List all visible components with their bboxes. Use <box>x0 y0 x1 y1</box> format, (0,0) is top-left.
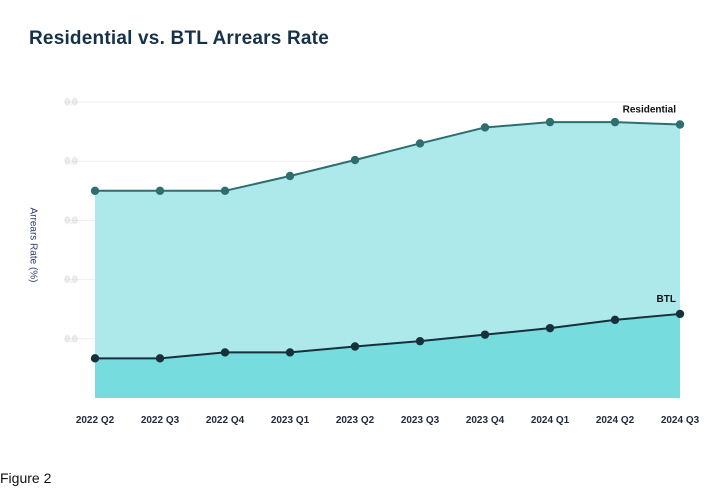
btl-point <box>220 348 230 357</box>
x-tick-label: 2023 Q4 <box>466 415 505 426</box>
residential-line <box>95 121 681 192</box>
btl-point <box>350 342 360 351</box>
x-tick-label: 2023 Q1 <box>271 415 310 426</box>
btl-point <box>90 354 100 363</box>
residential-point <box>545 117 555 127</box>
figure-caption: Figure 2 <box>0 470 52 486</box>
y-tick-label: 0.0 <box>65 156 78 166</box>
residential-point <box>220 186 230 195</box>
y-tick-labels: 0.0 0.0 0.0 0.0 0.0 <box>65 97 78 344</box>
btl-point <box>480 330 490 339</box>
data-points <box>90 117 685 363</box>
btl-point <box>285 348 295 357</box>
x-tick-label: 2022 Q4 <box>206 415 245 426</box>
y-tick-label: 0.0 <box>65 97 78 107</box>
residential-point <box>350 155 360 165</box>
btl-point <box>415 336 425 346</box>
residential-point <box>155 186 165 195</box>
residential-point <box>90 186 100 195</box>
btl-point <box>155 354 165 363</box>
residential-series-label: Residential <box>623 104 677 115</box>
residential-point <box>480 123 490 132</box>
btl-area <box>95 313 680 398</box>
chart-title: Residential vs. BTL Arrears Rate <box>29 28 329 49</box>
btl-point <box>675 309 685 319</box>
x-tick-label: 2023 Q3 <box>401 415 440 426</box>
residential-point <box>610 117 620 127</box>
x-tick-label: 2022 Q2 <box>76 415 115 426</box>
x-tick-labels: 2022 Q2 2022 Q3 2022 Q4 2023 Q1 2023 Q2 2023 … <box>76 415 700 426</box>
x-tick-label: 2022 Q3 <box>141 415 180 426</box>
btl-series-label: BTL <box>657 294 676 305</box>
y-tick-label: 0.0 <box>65 334 78 344</box>
residential-point <box>285 171 295 181</box>
series-labels: Residential BTL <box>623 104 677 304</box>
x-tick-label: 2024 Q1 <box>531 415 570 426</box>
btl-point <box>610 315 620 325</box>
x-tick-label: 2023 Q2 <box>336 415 375 426</box>
y-tick-label: 0.0 <box>65 275 78 285</box>
btl-line <box>95 312 681 360</box>
x-tick-label: 2024 Q2 <box>596 415 635 426</box>
btl-point <box>545 323 555 333</box>
x-tick-label: 2024 Q3 <box>661 415 700 426</box>
residential-point <box>415 139 425 148</box>
series-lines <box>95 121 681 360</box>
residential-point <box>675 120 685 129</box>
y-tick-label: 0.0 <box>65 215 78 225</box>
